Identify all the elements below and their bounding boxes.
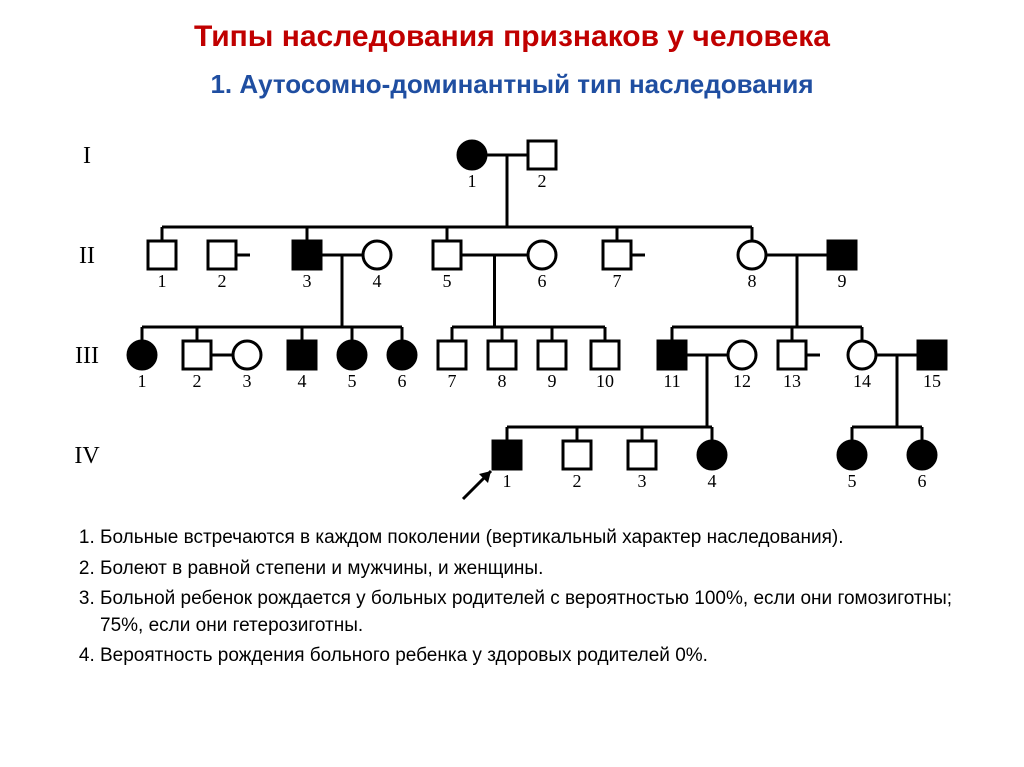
pedigree-node-III13 (778, 341, 806, 369)
pedigree-node-II9 (828, 241, 856, 269)
svg-text:3: 3 (243, 371, 252, 391)
sub-title: 1. Аутосомно-доминантный тип наследовани… (30, 69, 994, 100)
svg-text:7: 7 (448, 371, 457, 391)
pedigree-node-III12 (728, 341, 756, 369)
svg-text:4: 4 (708, 471, 717, 491)
svg-text:13: 13 (783, 371, 801, 391)
pedigree-node-III1 (128, 341, 156, 369)
svg-text:3: 3 (638, 471, 647, 491)
pedigree-node-III11 (658, 341, 686, 369)
characteristics-list: Больные встречаются в каждом поколении (… (30, 525, 994, 670)
pedigree-node-IV2 (563, 441, 591, 469)
pedigree-node-IV5 (838, 441, 866, 469)
list-item-4: Вероятность рождения больного ребенка у … (100, 643, 994, 670)
pedigree-node-III8 (488, 341, 516, 369)
pedigree-node-II8 (738, 241, 766, 269)
pedigree-node-III9 (538, 341, 566, 369)
list-item-2: Болеют в равной степени и мужчины, и жен… (100, 556, 994, 583)
pedigree-node-III6 (388, 341, 416, 369)
pedigree-node-III5 (338, 341, 366, 369)
svg-text:2: 2 (193, 371, 202, 391)
svg-text:2: 2 (538, 171, 547, 191)
svg-text:4: 4 (373, 271, 382, 291)
svg-text:15: 15 (923, 371, 941, 391)
svg-text:II: II (79, 243, 95, 269)
svg-text:8: 8 (748, 271, 757, 291)
svg-text:5: 5 (848, 471, 857, 491)
svg-text:6: 6 (918, 471, 927, 491)
svg-text:5: 5 (443, 271, 452, 291)
pedigree-node-II3 (293, 241, 321, 269)
svg-text:IV: IV (74, 443, 100, 469)
svg-text:1: 1 (158, 271, 167, 291)
list-item-3: Больной ребенок рождается у больных роди… (100, 586, 994, 639)
svg-text:III: III (75, 343, 99, 369)
pedigree-node-IV6 (908, 441, 936, 469)
pedigree-node-III4 (288, 341, 316, 369)
pedigree-node-III7 (438, 341, 466, 369)
list-item-1: Больные встречаются в каждом поколении (… (100, 525, 994, 552)
pedigree-node-IV1 (493, 441, 521, 469)
svg-text:11: 11 (663, 371, 680, 391)
svg-text:5: 5 (348, 371, 357, 391)
svg-text:4: 4 (298, 371, 307, 391)
pedigree-node-III14 (848, 341, 876, 369)
svg-text:1: 1 (138, 371, 147, 391)
pedigree-node-IV4 (698, 441, 726, 469)
svg-text:10: 10 (596, 371, 614, 391)
pedigree-node-II2 (208, 241, 236, 269)
pedigree-node-II4 (363, 241, 391, 269)
pedigree-node-III10 (591, 341, 619, 369)
pedigree-node-I2 (528, 141, 556, 169)
svg-text:1: 1 (468, 171, 477, 191)
svg-text:14: 14 (853, 371, 871, 391)
svg-text:6: 6 (538, 271, 547, 291)
pedigree-node-III15 (918, 341, 946, 369)
main-title: Типы наследования признаков у человека (30, 20, 994, 54)
svg-text:9: 9 (548, 371, 557, 391)
pedigree-node-IV3 (628, 441, 656, 469)
svg-text:7: 7 (613, 271, 622, 291)
svg-text:9: 9 (838, 271, 847, 291)
svg-text:6: 6 (398, 371, 407, 391)
svg-text:1: 1 (503, 471, 512, 491)
pedigree-node-III2 (183, 341, 211, 369)
pedigree-node-III3 (233, 341, 261, 369)
svg-text:3: 3 (303, 271, 312, 291)
svg-text:2: 2 (573, 471, 582, 491)
pedigree-chart: IIIIIIIV12123456789123456789101112131415… (32, 120, 992, 505)
pedigree-node-I1 (458, 141, 486, 169)
pedigree-node-II1 (148, 241, 176, 269)
pedigree-node-II7 (603, 241, 631, 269)
svg-text:2: 2 (218, 271, 227, 291)
svg-text:8: 8 (498, 371, 507, 391)
svg-text:12: 12 (733, 371, 751, 391)
svg-text:I: I (83, 143, 91, 169)
pedigree-node-II6 (528, 241, 556, 269)
pedigree-node-II5 (433, 241, 461, 269)
